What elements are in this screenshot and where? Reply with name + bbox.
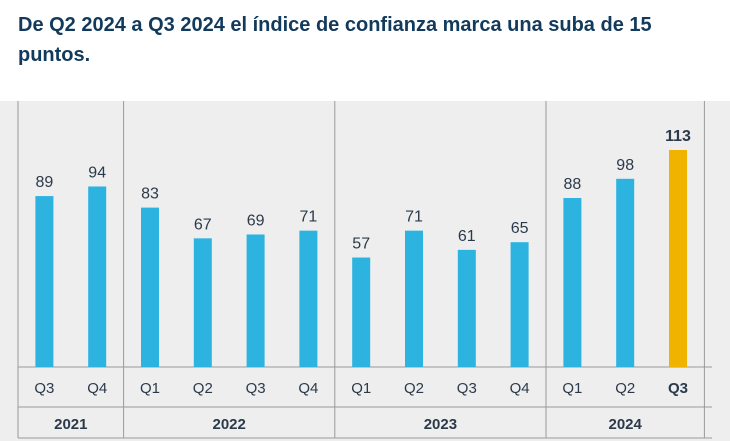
x-tick-label: Q4 bbox=[298, 380, 318, 397]
x-tick-label: Q3 bbox=[668, 380, 688, 397]
bar bbox=[88, 186, 107, 367]
data-label: 67 bbox=[194, 216, 212, 233]
x-tick-label: Q2 bbox=[404, 380, 424, 397]
data-label: 65 bbox=[511, 220, 529, 237]
x-tick-label: Q1 bbox=[140, 380, 160, 397]
bar bbox=[352, 257, 371, 367]
data-label: 57 bbox=[352, 236, 370, 253]
bar bbox=[563, 198, 582, 367]
x-tick-label: Q4 bbox=[510, 380, 530, 397]
data-label: 71 bbox=[405, 209, 423, 226]
data-label: 71 bbox=[300, 209, 318, 226]
x-tick-label: Q2 bbox=[193, 380, 213, 397]
chart-title: De Q2 2024 a Q3 2024 el índice de confia… bbox=[18, 14, 652, 66]
year-label: 2023 bbox=[424, 416, 457, 433]
x-tick-label: Q1 bbox=[351, 380, 371, 397]
data-label: 61 bbox=[458, 228, 476, 245]
data-label: 113 bbox=[665, 128, 691, 145]
bar bbox=[246, 234, 265, 367]
x-tick-label: Q1 bbox=[562, 380, 582, 397]
bar bbox=[510, 242, 529, 367]
x-tick-label: Q3 bbox=[246, 380, 266, 397]
year-label: 2024 bbox=[609, 416, 643, 433]
data-label: 83 bbox=[141, 186, 159, 203]
year-label: 2021 bbox=[54, 416, 87, 433]
bar bbox=[405, 230, 423, 367]
data-label: 88 bbox=[564, 176, 582, 193]
x-tick-label: Q4 bbox=[87, 380, 107, 397]
bar bbox=[35, 196, 54, 367]
bar bbox=[299, 230, 318, 367]
bar bbox=[669, 150, 687, 367]
bar bbox=[193, 238, 212, 367]
data-label: 89 bbox=[36, 174, 54, 191]
bar bbox=[457, 249, 476, 367]
year-label: 2022 bbox=[213, 416, 246, 433]
x-tick-label: Q3 bbox=[34, 380, 54, 397]
data-label: 94 bbox=[88, 164, 106, 181]
bar bbox=[141, 207, 159, 367]
data-label: 98 bbox=[616, 157, 634, 174]
bar bbox=[616, 178, 635, 367]
data-label: 69 bbox=[247, 212, 265, 229]
x-tick-label: Q3 bbox=[457, 380, 477, 397]
x-tick-label: Q2 bbox=[615, 380, 635, 397]
